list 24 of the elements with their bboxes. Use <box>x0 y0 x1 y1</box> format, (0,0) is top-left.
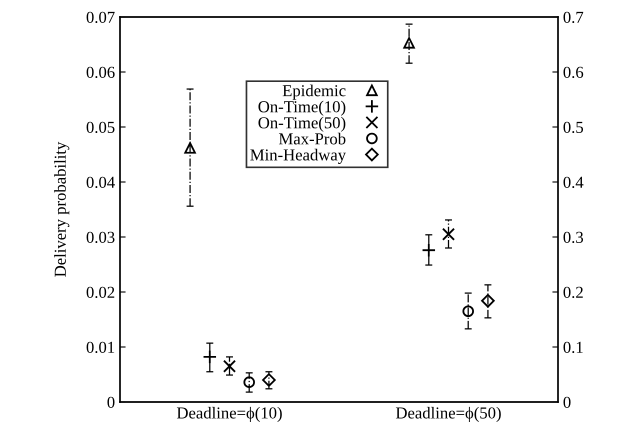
legend-label: Max-Prob <box>278 132 346 144</box>
y2-tick-label: 0.5 <box>563 122 584 134</box>
legend-label: On-Time(50) <box>258 116 346 132</box>
x-tick-label: Deadline=ϕ(10) <box>176 406 282 422</box>
legend-label: Epidemic <box>282 84 346 100</box>
y-tick-label: 0.02 <box>86 286 114 298</box>
legend-label: Min-Headway <box>250 148 346 164</box>
y2-tick-label: 0 <box>563 396 571 408</box>
x-tick-label: Deadline=ϕ(50) <box>396 406 501 422</box>
y2-tick-label: 0.7 <box>563 12 584 24</box>
y-tick-label: 0.04 <box>86 176 115 188</box>
y-axis-title: Delivery probability <box>54 142 70 277</box>
y-tick-label: 0.07 <box>86 12 115 24</box>
y-tick-label: 0.06 <box>86 66 115 78</box>
y-tick-label: 0 <box>107 396 115 408</box>
y2-tick-label: 0.1 <box>563 342 583 354</box>
legend-label: On-Time(10) <box>258 100 346 116</box>
y2-tick-label: 0.6 <box>563 66 584 78</box>
y-tick-label: 0.05 <box>86 122 114 134</box>
y2-tick-label: 0.2 <box>563 286 583 298</box>
y-tick-label: 0.01 <box>86 342 114 354</box>
y-tick-label: 0.03 <box>86 232 114 244</box>
y2-tick-label: 0.4 <box>563 176 584 188</box>
y2-tick-label: 0.3 <box>563 232 584 244</box>
